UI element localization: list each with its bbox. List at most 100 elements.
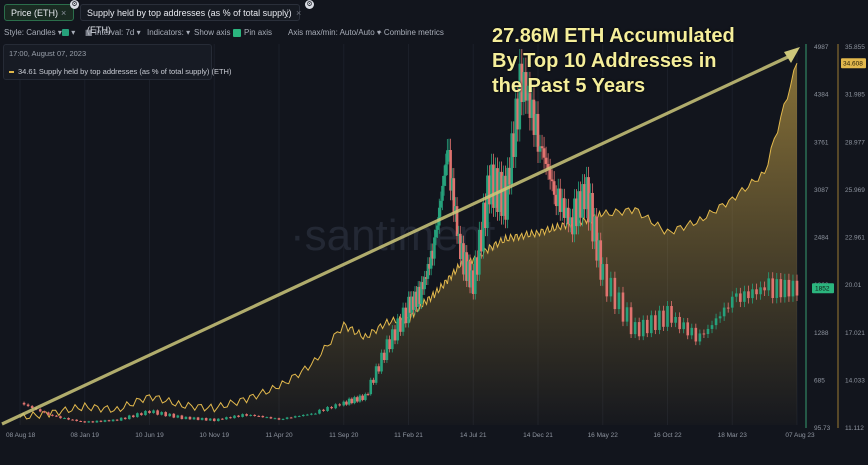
tab-supply-label: Supply held by top addresses (as % of to… <box>87 8 292 35</box>
price-candle <box>609 277 613 297</box>
price-candle <box>710 325 714 329</box>
pin-axis-toggle[interactable]: Pin axis <box>244 26 272 40</box>
plus-icon: + <box>377 28 382 37</box>
price-candle <box>471 270 475 294</box>
right-axis-tick-label: 20.01 <box>845 282 862 289</box>
interval-select[interactable]: ▦ Interval: 7d ▾ <box>85 26 141 40</box>
price-candle <box>253 414 257 416</box>
price-candle <box>480 229 483 252</box>
supply-current-value: 34.608 <box>843 61 863 68</box>
show-axis-toggle[interactable]: Show axis <box>194 26 241 40</box>
price-candle <box>633 322 637 335</box>
price-candle <box>99 420 103 422</box>
price-candle <box>645 319 649 334</box>
price-candle <box>148 410 151 414</box>
price-candle <box>364 394 367 400</box>
tab-price-eth[interactable]: Price (ETH) ⋮ × <box>4 4 74 21</box>
price-candle <box>465 252 469 281</box>
price-candle <box>621 292 625 322</box>
price-candle <box>152 410 155 414</box>
price-candle <box>423 277 426 290</box>
price-candle <box>436 225 439 230</box>
price-candle <box>460 243 464 260</box>
settings-badge-icon[interactable]: ⚙ <box>305 0 314 9</box>
price-candle <box>22 402 26 405</box>
price-candle <box>358 395 362 402</box>
price-candle <box>30 406 34 409</box>
right-axis-tick-label: 14.033 <box>845 377 865 384</box>
price-candle <box>38 409 42 412</box>
right-axis-tick-label: 11.112 <box>845 425 864 432</box>
price-candle <box>718 316 722 319</box>
price-candle <box>554 194 558 207</box>
price-candle <box>164 412 167 417</box>
price-candle <box>670 306 673 323</box>
price-candle <box>156 410 159 415</box>
price-candle <box>599 240 603 280</box>
left-axis-tick-label: 685 <box>814 377 825 384</box>
price-candle <box>412 296 415 310</box>
price-current-badge <box>812 283 834 294</box>
price-candle <box>530 99 534 118</box>
price-candle <box>747 291 750 299</box>
price-candle <box>399 318 402 332</box>
close-icon[interactable]: × <box>296 8 302 18</box>
range-navigator[interactable] <box>0 442 868 465</box>
chart-annotation: 27.86M ETH Accumulated By Top 10 Address… <box>492 24 735 99</box>
price-candle <box>434 229 438 238</box>
price-candle <box>496 168 499 212</box>
style-label: Style: Candles <box>4 28 56 37</box>
left-axis-tick-label: 3087 <box>814 187 829 194</box>
price-candle <box>388 339 391 350</box>
price-candle <box>450 178 454 191</box>
chart-toolbar: Style: Candles ▾ ▾ ▦ Interval: 7d ▾ Indi… <box>0 26 868 40</box>
price-candle <box>575 198 578 227</box>
color-picker[interactable]: ▾ <box>62 26 75 40</box>
price-candle <box>221 418 224 420</box>
price-candle <box>408 296 412 313</box>
price-candle <box>457 233 460 236</box>
style-select[interactable]: Style: Candles ▾ <box>4 26 62 40</box>
price-candle <box>200 418 204 420</box>
close-icon[interactable]: × <box>61 8 67 18</box>
price-candle <box>726 307 730 309</box>
price-candle <box>613 277 617 310</box>
price-candle <box>462 243 465 275</box>
price-candle <box>310 413 313 415</box>
x-axis-tick-label: 10 Jun 19 <box>135 432 164 439</box>
combine-metrics-button[interactable]: + Combine metrics <box>377 26 444 40</box>
price-candle <box>540 146 544 149</box>
more-icon[interactable]: ⋮ <box>45 8 54 18</box>
x-axis-tick-label: 16 Oct 22 <box>653 432 682 439</box>
price-candle <box>605 264 609 297</box>
price-candle <box>550 179 554 182</box>
x-axis-tick-label: 14 Dec 21 <box>523 432 553 439</box>
price-candle <box>204 418 208 421</box>
checkbox-checked-icon <box>232 28 241 37</box>
settings-badge-icon[interactable]: ⚙ <box>70 0 79 9</box>
tab-supply-top-addresses[interactable]: Supply held by top addresses (as % of to… <box>80 4 300 35</box>
annotation-line-1: 27.86M ETH Accumulated <box>492 25 735 47</box>
indicators-select[interactable]: Indicators: ▾ <box>147 26 190 40</box>
price-candle <box>127 415 131 420</box>
price-candle <box>75 419 78 422</box>
price-candle <box>277 418 281 420</box>
price-candle <box>759 287 762 295</box>
price-candle <box>536 113 540 152</box>
price-candle <box>216 418 220 422</box>
price-candle <box>702 333 706 335</box>
more-icon[interactable]: ⋮ <box>283 8 292 18</box>
combine-label: Combine metrics <box>383 28 444 37</box>
price-candle <box>355 397 359 402</box>
price-candle <box>444 164 448 176</box>
price-candle <box>449 150 452 191</box>
show-axis-label: Show axis <box>194 28 231 37</box>
price-candle <box>196 417 200 420</box>
price-candle <box>361 395 364 400</box>
price-candle <box>482 202 485 252</box>
axis-maxmin-select[interactable]: Axis max/min: Auto/Auto ▾ <box>288 26 381 40</box>
annotation-line-3: the Past 5 Years <box>492 75 646 97</box>
price-candle <box>565 207 568 218</box>
price-candle <box>413 291 417 310</box>
price-candle <box>690 327 694 336</box>
